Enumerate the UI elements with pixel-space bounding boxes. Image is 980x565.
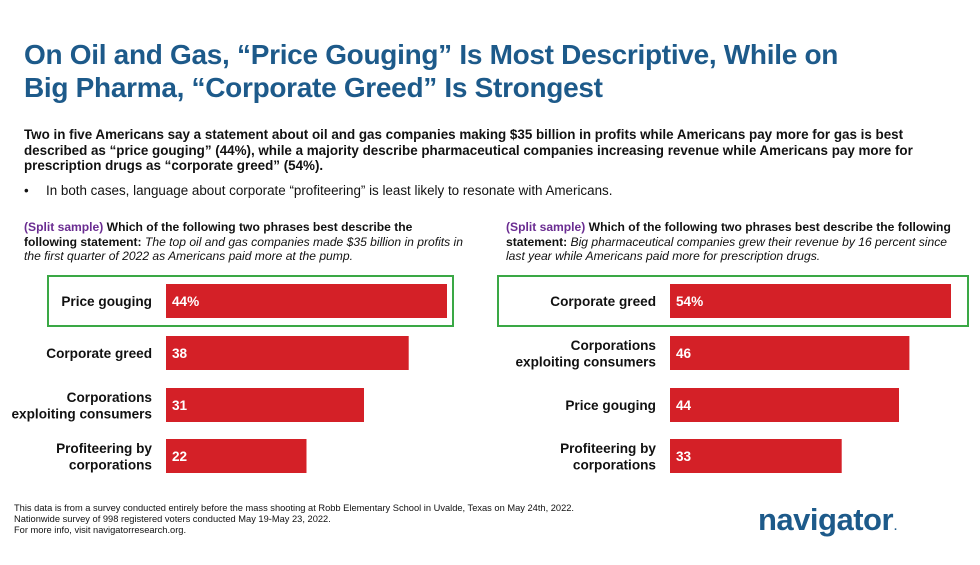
- question-left-statement: The top oil and gas companies made $35 b…: [24, 234, 463, 264]
- navigator-logo-text: navigator: [758, 502, 894, 537]
- bar-right-4: [670, 439, 842, 473]
- bar-value-left-2: 38: [172, 346, 188, 361]
- intro-text: Two in five Americans say a statement ab…: [24, 127, 913, 173]
- question-right: (Split sample) Which of the following tw…: [506, 220, 966, 264]
- slide-title: On Oil and Gas, “Price Gouging” Is Most …: [24, 38, 964, 104]
- bar-label-right-2: Corporations exploiting consumers: [516, 338, 657, 370]
- bar-left-2: [166, 336, 409, 370]
- bar-right-1: [670, 284, 951, 318]
- bar-label-left-4: Profiteering by corporations: [56, 441, 152, 473]
- footnote-line-1: This data is from a survey conducted ent…: [14, 503, 575, 513]
- bar-left-3: [166, 388, 364, 422]
- bar-value-right-2: 46: [676, 346, 692, 361]
- footnote-line-2: Nationwide survey of 998 registered vote…: [14, 514, 331, 525]
- bullet-text: In both cases, language about corporate …: [46, 183, 613, 198]
- bar-left-4: [166, 439, 307, 473]
- bar-label-left-3: Corporations exploiting consumers: [12, 390, 153, 422]
- highlight-box-right: [497, 275, 969, 327]
- bar-value-right-1: 54%: [676, 294, 703, 309]
- bar-value-left-1: 44%: [172, 294, 199, 309]
- navigator-logo-mark: .: [894, 521, 897, 533]
- question-left: (Split sample) Which of the following tw…: [24, 220, 464, 264]
- question-left-tag: (Split sample): [24, 220, 104, 234]
- slide-title-line-2: Big Pharma, “Corporate Greed” Is Stronge…: [24, 72, 603, 103]
- bar-right-3: [670, 388, 899, 422]
- question-right-tag: (Split sample): [506, 220, 586, 234]
- bar-label-right-3: Price gouging: [565, 398, 656, 413]
- bar-right-2: [670, 336, 910, 370]
- question-left-lead: Which of the following two phrases best …: [24, 220, 413, 249]
- bar-value-left-4: 22: [172, 449, 188, 464]
- bar-label-left-1: Price gouging: [61, 294, 152, 309]
- bar-value-left-3: 31: [172, 398, 188, 413]
- bullet-point: • In both cases, language about corporate…: [24, 183, 924, 199]
- bar-value-right-4: 33: [676, 449, 692, 464]
- bar-label-right-1: Corporate greed: [550, 294, 656, 309]
- question-right-statement: Big pharmaceutical companies grew their …: [506, 234, 947, 264]
- question-right-lead: Which of the following two phrases best …: [506, 220, 951, 249]
- footnote-line-3: For more info, visit navigatorresearch.o…: [14, 525, 187, 536]
- navigator-logo: navigator.: [758, 502, 897, 538]
- bar-value-right-3: 44: [676, 398, 692, 413]
- highlight-box-left: [47, 275, 454, 327]
- bar-label-left-2: Corporate greed: [46, 346, 152, 361]
- bar-label-right-4: Profiteering by corporations: [560, 441, 656, 473]
- bar-left-1: [166, 284, 447, 318]
- bullet-marker: •: [24, 183, 29, 198]
- slide-title-line-1: On Oil and Gas, “Price Gouging” Is Most …: [24, 39, 839, 70]
- footnote: This data is from a survey conducted ent…: [14, 503, 654, 537]
